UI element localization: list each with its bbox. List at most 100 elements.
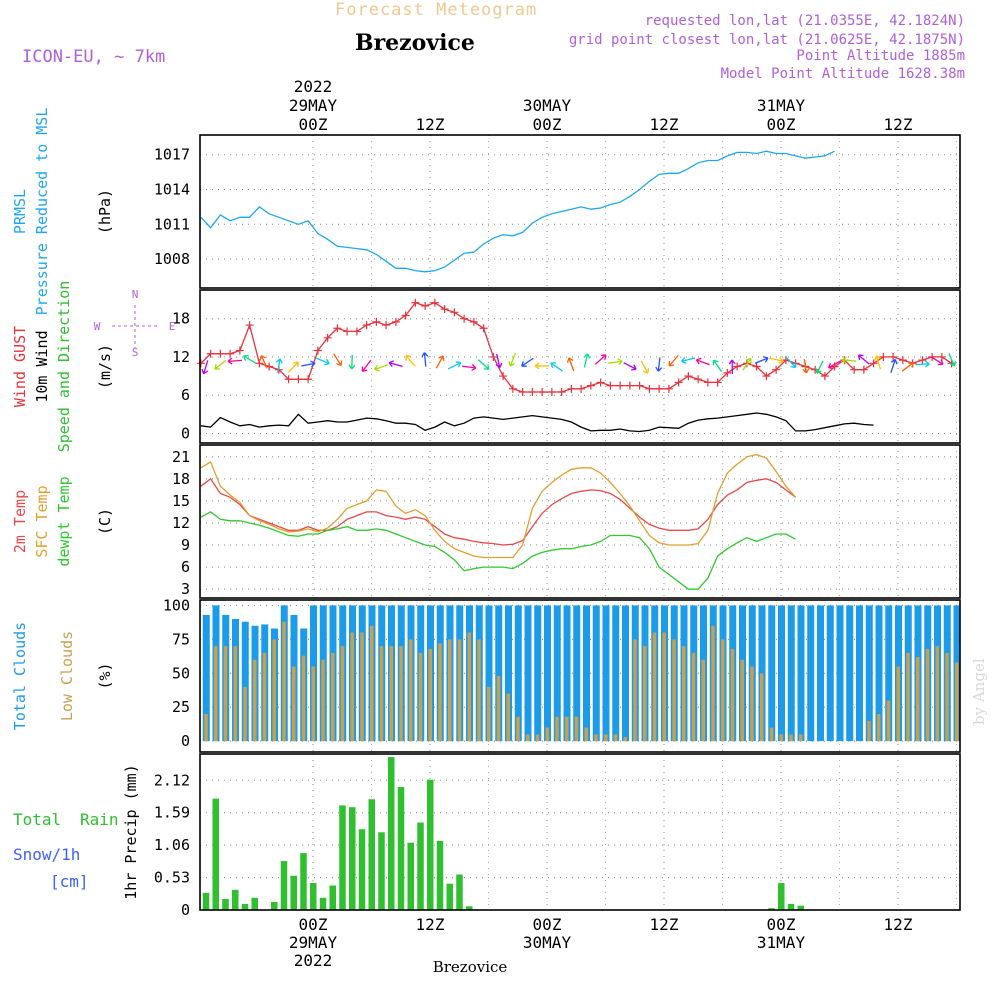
total-clouds-bar [563,605,571,742]
low-clouds-bar [799,734,803,742]
total-clouds-bar [875,605,883,742]
gust-marker [606,381,615,390]
total-clouds-bar [612,605,620,742]
temperature-axis-label: (C) [96,508,114,535]
gust-marker [479,324,488,333]
total-clouds-bar [553,605,561,742]
panel-frame [199,134,961,289]
low-clouds-bar [438,643,442,742]
wind-arrow-icon [874,355,882,370]
gust-marker [255,359,264,368]
low-clouds-bar [955,662,959,742]
total-rain-bar [417,822,424,910]
gust-marker [528,388,537,396]
clouds-axis-label: (%) [96,662,114,689]
gust-marker [733,362,742,371]
low-clouds-bar [535,734,540,742]
gust-marker [440,305,449,314]
gust-marker [586,381,595,390]
wind-arrow-icon [948,352,957,367]
top-time-label: 2022 [294,77,333,96]
wind-arrow [275,358,283,373]
total-rain-bar [378,832,385,910]
wind-arrow-icon [421,352,429,367]
wind-arrow [695,357,710,366]
wind-arrow [201,360,209,375]
gust-marker [596,378,605,387]
total-clouds-bar [797,605,805,742]
wind-arrow-icon [301,360,316,368]
gust-marker [635,381,644,390]
wind-arrow [301,360,316,368]
y-tick-label: 18 [172,310,190,328]
total-clouds-bar [241,621,249,742]
wind-arrow-icon [785,356,797,369]
low-clouds-bar [370,625,374,742]
y-tick-label: 0 [181,732,190,750]
gust-marker [655,384,664,393]
wind-arrow [495,353,503,369]
wind-arrow [461,364,477,372]
total-rain-bar [407,842,414,910]
gust-marker [879,352,888,361]
low-clouds-bar [633,639,637,742]
compass-lines [112,305,158,348]
wind-arrow-icon [566,357,575,372]
y-tick-label: 12 [172,348,190,366]
wind-arrow-icon [890,358,898,373]
wind-arrow-icon [348,355,356,370]
sfc-temp-line [200,453,797,559]
wind-arrow-icon [583,353,591,368]
wind-arrow [288,361,300,373]
low-clouds-bar [584,727,588,742]
low-clouds-bar [457,639,462,742]
gust-marker [489,352,498,361]
bottom-time-label: 12Z [884,915,913,934]
low-clouds-bar [204,714,208,742]
wind-arrow-icon [478,359,490,370]
y-tick-label: 1017 [154,146,190,164]
wind-arrow-icon [227,357,243,365]
y-tick-label: 3 [181,580,190,598]
low-clouds-bar [526,734,530,742]
wind-arrow [915,360,930,368]
location-title: Brezovice [355,30,475,56]
low-clouds-bar [389,646,393,742]
wind-arrow [754,356,769,364]
gust-marker [304,375,313,384]
total-rain-bar [251,897,258,910]
total-rain-bar [319,897,327,910]
low-clouds-bar [623,737,627,742]
wind-arrow [361,359,372,373]
gust-marker [450,308,459,317]
total-rain-bar [768,908,775,910]
y-tick-label: 100 [163,596,190,614]
low-clouds-bar [886,700,891,742]
compass-w: W [94,320,101,333]
total-rain-bar [329,885,336,910]
gust-marker [645,384,654,393]
low-clouds-bar [896,666,900,742]
low-clouds-bar [506,693,510,742]
wind-arrow [769,356,784,364]
clouds-panel: 0 25 50 75 100 Total Clouds Low Clouds (%) [11,596,961,753]
low-clouds-bar [360,632,364,742]
wind-arrow [435,355,445,369]
total-clouds-bar [846,605,854,742]
wind-arrow [259,355,268,369]
low-clouds-bar [233,646,237,742]
total-clouds-bar [856,605,863,742]
wind-arrow-icon [288,361,300,373]
low-clouds-bar [789,734,793,742]
wind-arrow-icon [405,354,416,367]
gust-marker [372,317,381,326]
low-clouds-bar [867,720,871,742]
wind-arrow [242,354,256,364]
gust-marker [762,372,771,381]
y-tick-label: 6 [181,558,190,576]
low-clouds-bar [760,673,764,742]
total-clouds-bar [817,605,824,742]
wind-arrow-icon [374,364,389,372]
low-clouds-bar [779,734,783,742]
total-clouds-bar [778,605,785,742]
